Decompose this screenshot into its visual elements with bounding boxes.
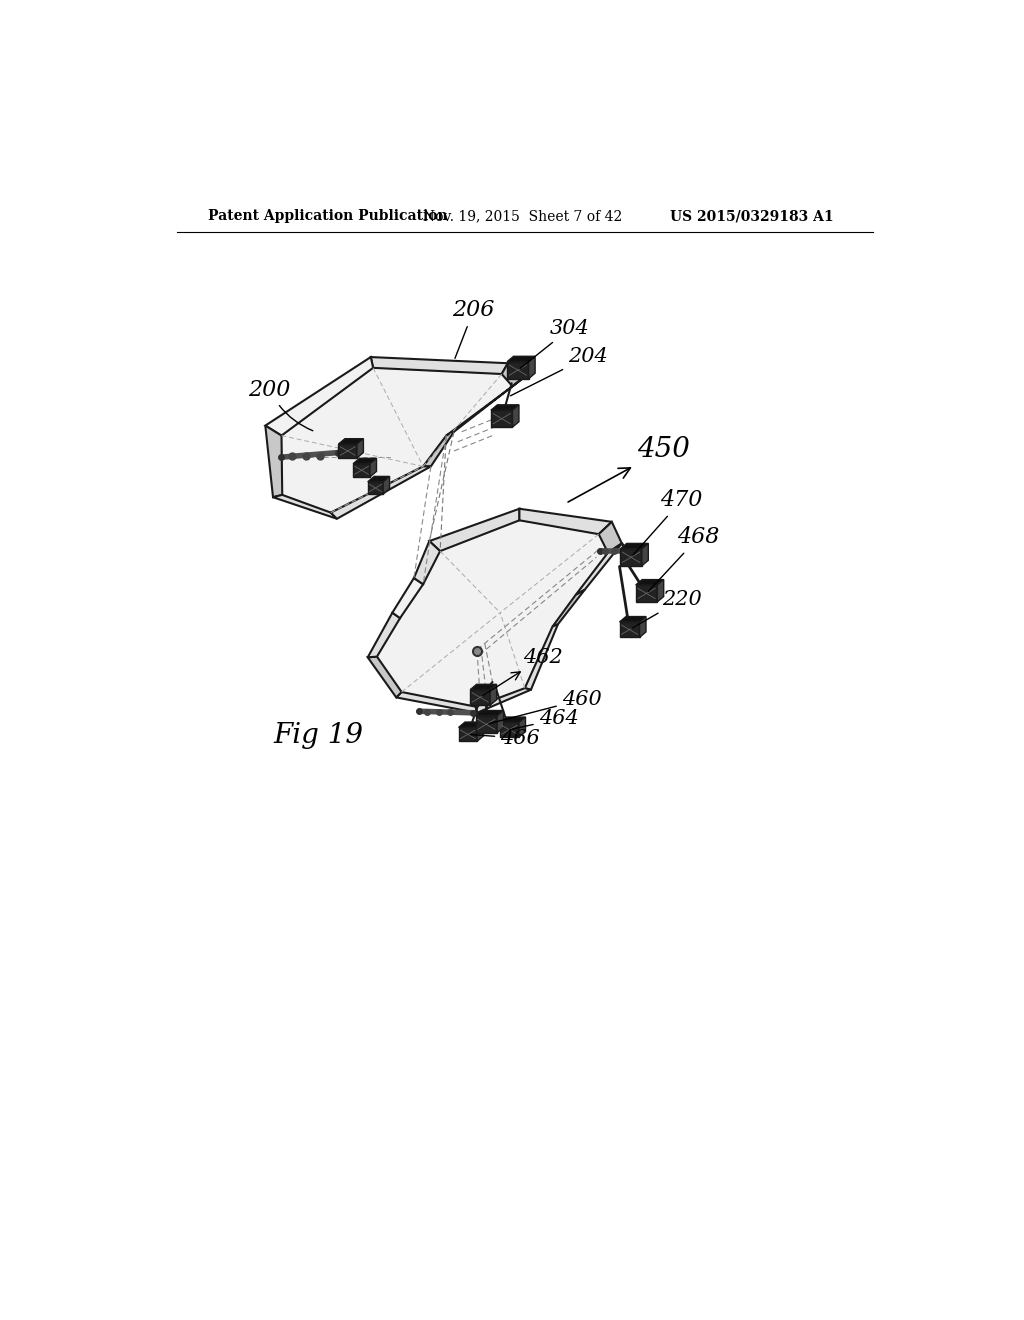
Polygon shape — [553, 590, 585, 627]
Polygon shape — [446, 378, 523, 436]
Text: 470: 470 — [633, 490, 702, 556]
Polygon shape — [353, 463, 370, 477]
Polygon shape — [470, 689, 490, 705]
Polygon shape — [368, 612, 400, 657]
Polygon shape — [620, 622, 640, 638]
Text: Fig 19: Fig 19 — [273, 722, 364, 750]
Polygon shape — [423, 432, 454, 466]
Polygon shape — [396, 692, 477, 713]
Text: 450: 450 — [568, 436, 690, 502]
Polygon shape — [575, 544, 622, 595]
Text: 304: 304 — [520, 319, 590, 368]
Polygon shape — [475, 710, 504, 715]
Polygon shape — [282, 368, 512, 512]
Polygon shape — [642, 544, 648, 566]
Polygon shape — [621, 544, 648, 549]
Polygon shape — [519, 508, 611, 535]
Text: 460: 460 — [489, 690, 601, 723]
Polygon shape — [512, 405, 519, 428]
Polygon shape — [475, 688, 531, 713]
Polygon shape — [490, 405, 519, 411]
Polygon shape — [636, 579, 664, 585]
Polygon shape — [497, 710, 504, 733]
Text: 462: 462 — [482, 648, 563, 696]
Text: Nov. 19, 2015  Sheet 7 of 42: Nov. 19, 2015 Sheet 7 of 42 — [423, 209, 623, 223]
Polygon shape — [502, 363, 523, 387]
Text: 464: 464 — [512, 709, 579, 729]
Polygon shape — [621, 549, 642, 566]
Text: 220: 220 — [632, 590, 701, 628]
Polygon shape — [339, 444, 357, 458]
Polygon shape — [353, 458, 377, 463]
Polygon shape — [392, 578, 423, 618]
Text: 468: 468 — [648, 527, 720, 591]
Polygon shape — [357, 438, 364, 458]
Polygon shape — [370, 458, 377, 477]
Polygon shape — [368, 656, 401, 697]
Text: 466: 466 — [471, 729, 540, 747]
Polygon shape — [490, 684, 497, 705]
Text: Patent Application Publication: Patent Application Publication — [208, 209, 447, 223]
Polygon shape — [383, 477, 389, 494]
Polygon shape — [265, 425, 283, 498]
Polygon shape — [459, 727, 477, 742]
Polygon shape — [414, 541, 440, 585]
Polygon shape — [500, 722, 519, 737]
Polygon shape — [429, 508, 519, 552]
Polygon shape — [371, 358, 508, 374]
Polygon shape — [640, 616, 646, 638]
Polygon shape — [490, 411, 512, 428]
Polygon shape — [265, 358, 373, 436]
Text: 204: 204 — [510, 347, 607, 396]
Polygon shape — [599, 521, 622, 553]
Polygon shape — [500, 717, 525, 722]
Polygon shape — [459, 722, 483, 727]
Polygon shape — [339, 438, 364, 444]
Polygon shape — [331, 466, 431, 519]
Text: US 2015/0329183 A1: US 2015/0329183 A1 — [670, 209, 834, 223]
Polygon shape — [620, 616, 646, 622]
Polygon shape — [377, 520, 608, 706]
Polygon shape — [657, 579, 664, 602]
Polygon shape — [636, 585, 657, 602]
Text: 206: 206 — [453, 300, 495, 358]
Polygon shape — [368, 482, 383, 494]
Polygon shape — [507, 362, 528, 379]
Polygon shape — [475, 715, 497, 733]
Polygon shape — [519, 717, 525, 737]
Polygon shape — [477, 722, 483, 742]
Polygon shape — [273, 495, 337, 519]
Polygon shape — [368, 477, 389, 482]
Polygon shape — [470, 684, 497, 689]
Text: 200: 200 — [249, 379, 312, 430]
Polygon shape — [524, 624, 558, 689]
Polygon shape — [528, 356, 536, 379]
Polygon shape — [507, 356, 536, 362]
